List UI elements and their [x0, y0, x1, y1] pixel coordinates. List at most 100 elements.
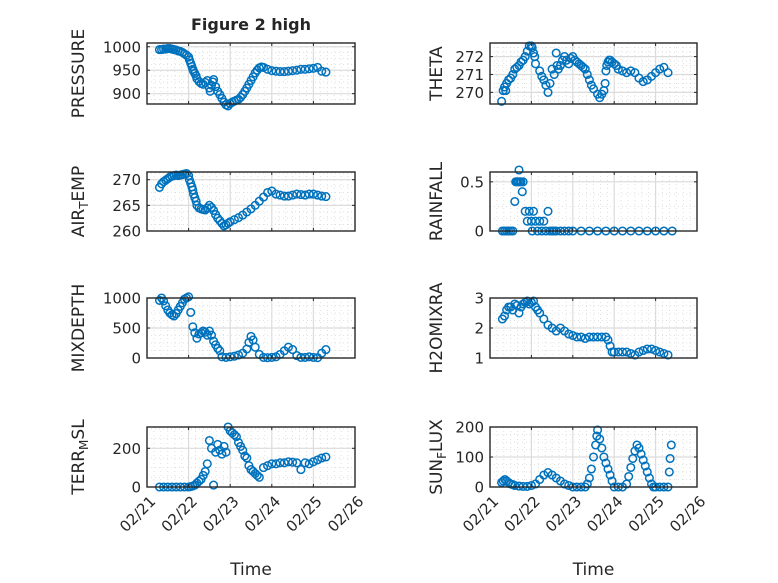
subplot-mixdepth: 0 500 1000 MIXDEPTH	[69, 284, 356, 373]
subplot-pressure: 900 950 1000 PRESSURE	[69, 29, 356, 118]
data-point	[663, 68, 673, 78]
data-point	[520, 52, 530, 62]
data-point	[617, 347, 628, 357]
data-point	[317, 191, 327, 201]
data-point	[300, 458, 310, 468]
data-point	[194, 476, 204, 486]
data-point	[317, 66, 327, 76]
data-point	[634, 443, 644, 453]
scatter-series	[154, 44, 331, 111]
data-point	[601, 66, 611, 76]
y-axis-label-part: EMP	[69, 166, 89, 202]
data-point	[288, 66, 298, 76]
y-tick-label: 271	[455, 66, 484, 84]
data-point	[321, 345, 331, 355]
data-point	[520, 297, 530, 308]
data-point	[267, 459, 277, 469]
data-point	[514, 308, 524, 318]
y-axis-label: PRESSURE	[69, 29, 89, 118]
data-point	[582, 69, 592, 80]
data-point	[263, 187, 273, 198]
data-point	[564, 329, 574, 339]
ticks	[489, 426, 698, 488]
data-point	[582, 479, 592, 489]
data-point	[584, 473, 594, 483]
y-tick-label: 2	[474, 320, 484, 338]
y-tick-label: 0	[131, 479, 141, 497]
data-point	[624, 471, 634, 482]
data-point	[518, 177, 528, 187]
y-axis-label: MIXDEPTH	[69, 284, 89, 373]
data-point	[572, 332, 582, 342]
y-tick-label: 265	[112, 197, 141, 215]
ticks	[146, 427, 356, 488]
data-point	[169, 311, 179, 321]
data-point	[601, 458, 611, 468]
data-point	[240, 451, 250, 461]
data-point	[288, 345, 298, 355]
data-point	[300, 64, 310, 74]
data-point	[296, 465, 306, 475]
data-point	[580, 333, 590, 344]
data-point	[300, 190, 310, 200]
data-point	[271, 189, 281, 199]
y-tick-label: 1000	[103, 290, 141, 308]
data-point	[586, 464, 596, 474]
data-point	[283, 191, 293, 201]
y-axis-label-part: RAINFALL	[427, 161, 447, 241]
ticks	[146, 43, 356, 104]
data-point	[605, 341, 615, 351]
data-point	[597, 443, 607, 453]
data-point	[188, 322, 198, 332]
y-axis-label: RAINFALL	[427, 161, 447, 241]
data-point	[568, 330, 578, 341]
y-axis-label-part: H2OMIXRA	[427, 282, 447, 373]
y-tick-label: 1000	[103, 38, 141, 56]
data-point	[497, 96, 507, 106]
data-point	[267, 66, 277, 76]
data-point	[580, 64, 590, 74]
data-point	[603, 335, 613, 345]
data-point	[321, 452, 331, 462]
data-point	[634, 347, 644, 357]
data-point	[514, 165, 524, 175]
y-axis-label-part: SUN	[427, 459, 447, 495]
data-point	[622, 347, 632, 357]
data-point	[209, 480, 219, 490]
data-point	[252, 470, 262, 480]
y-tick-label: 272	[455, 48, 484, 66]
data-point	[545, 78, 555, 88]
ticks	[146, 172, 356, 232]
data-point	[181, 50, 192, 60]
data-point	[626, 462, 636, 473]
y-tick-label: 270	[455, 84, 484, 102]
data-point	[526, 480, 536, 491]
y-axis-label-part: F	[435, 452, 449, 459]
subplot-air_temp: 260 265 270 AIRTEMP	[69, 166, 356, 241]
data-point	[655, 64, 665, 74]
data-point	[321, 192, 331, 202]
data-point	[221, 447, 231, 457]
data-point	[584, 75, 594, 85]
data-point	[607, 476, 617, 486]
y-tick-label: 950	[112, 62, 141, 80]
data-point	[202, 459, 212, 469]
data-point	[539, 314, 549, 324]
data-point	[578, 62, 588, 72]
data-point	[263, 64, 273, 74]
data-point	[588, 452, 599, 462]
y-tick-label: 200	[112, 440, 141, 458]
data-point	[524, 206, 534, 216]
data-point	[254, 472, 264, 482]
scatter-series	[497, 41, 673, 106]
data-point	[636, 449, 646, 459]
data-point	[535, 216, 545, 226]
data-point	[638, 455, 648, 465]
data-point	[499, 311, 510, 321]
ticks	[489, 297, 698, 359]
data-point	[275, 190, 285, 200]
axes-box	[146, 171, 356, 232]
y-axis-label-part: AIR	[69, 209, 89, 238]
